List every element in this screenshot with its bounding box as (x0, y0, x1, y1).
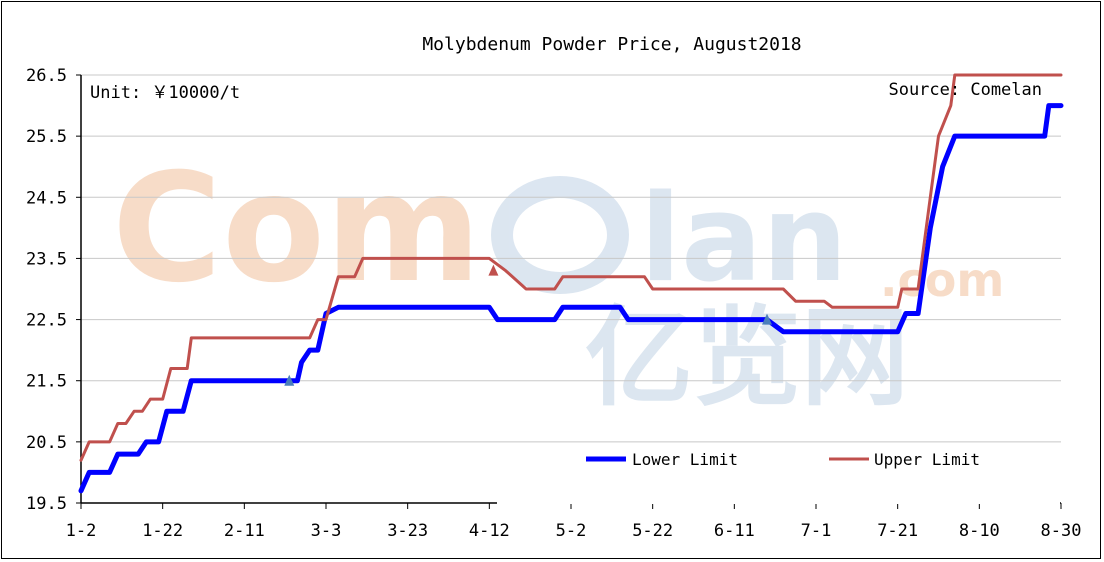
legend-box (497, 446, 1060, 504)
y-tick-label: 25.5 (26, 127, 67, 147)
series-marker-upper (488, 264, 499, 276)
watermark-com: Com (112, 142, 481, 316)
x-tick-label: 7-21 (877, 521, 918, 541)
series-marker-lower (284, 374, 295, 386)
y-tick-label: 22.5 (26, 311, 67, 331)
x-tick-label: 1-22 (142, 521, 183, 541)
y-tick-label: 21.5 (26, 372, 67, 392)
legend-label-upper: Upper Limit (874, 450, 980, 469)
chart-title: Molybdenum Powder Price, August2018 (422, 34, 801, 55)
x-tick-label: 5-22 (632, 521, 673, 541)
x-tick-label: 8-30 (1041, 521, 1082, 541)
legend-label-lower: Lower Limit (632, 450, 738, 469)
watermark-lan: lan (640, 170, 848, 309)
series-line-upper (79, 73, 1063, 462)
y-tick-label: 23.5 (26, 249, 67, 269)
y-tick-label: 19.5 (26, 494, 67, 514)
series-lines (78, 73, 1064, 494)
series-marker-lower (762, 313, 772, 325)
x-tick-label: 4-12 (469, 521, 510, 541)
gridlines (81, 74, 1061, 443)
y-tick-label: 26.5 (26, 66, 67, 86)
x-tick-label: 3-23 (387, 521, 428, 541)
x-tick-labels: 1-2 1-22 2-11 3-3 3-23 4-12 5-2 5-22 6-11 7-1 7-21… (66, 503, 1082, 541)
x-tick-label: 3-3 (311, 521, 342, 541)
watermark-chinese: 亿览网 (585, 296, 909, 421)
y-tick-labels: 19.5 20.5 21.5 22.5 23.5 24.5 25.5 26.5 (26, 66, 81, 514)
watermark-e-swoosh (491, 176, 629, 294)
x-tick-label: 6-11 (714, 521, 755, 541)
x-tick-label: 7-1 (801, 521, 832, 541)
x-tick-label: 8-10 (959, 521, 1000, 541)
x-tick-label: 5-2 (556, 521, 587, 541)
source-label: Source: Comelan (888, 80, 1042, 100)
x-tick-label: 2-11 (224, 521, 265, 541)
x-tick-label: 1-2 (66, 521, 97, 541)
unit-label: Unit: ￥10000/t (90, 83, 240, 103)
y-tick-label: 24.5 (26, 188, 67, 208)
y-tick-label: 20.5 (26, 433, 67, 453)
series-line-lower (78, 103, 1064, 494)
